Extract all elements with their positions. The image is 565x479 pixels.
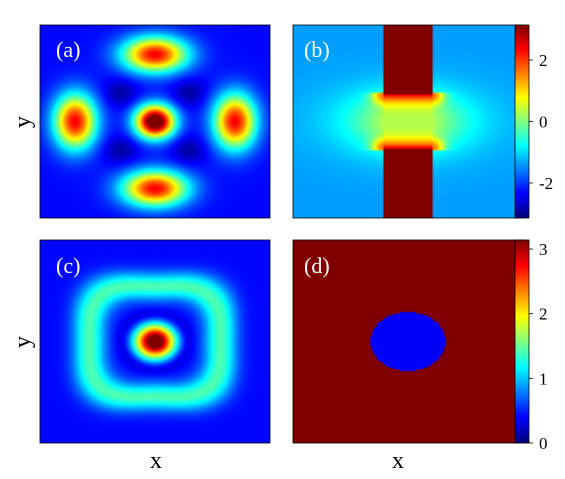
panel-b: (b)	[292, 24, 524, 219]
panel-c-frame	[39, 239, 271, 444]
panel-c-label: (c)	[56, 253, 80, 278]
panel-a-frame	[39, 24, 271, 219]
colorbar-tick-label: 2	[539, 305, 548, 324]
ylabel-c: y	[10, 336, 36, 348]
panel-a: (a)	[39, 24, 271, 219]
colorbar-b: 2 0 -2	[514, 24, 553, 219]
panel-c: (c)	[39, 239, 271, 444]
ylabel-a: y	[10, 116, 36, 128]
heatmap-c	[40, 240, 270, 443]
heatmap-d	[293, 240, 523, 443]
panel-d-label: (d)	[304, 253, 330, 278]
colorbar-d: 3 2 1 0	[514, 239, 548, 453]
colorbar-tick-label: 3	[539, 240, 548, 259]
colorbar-tick-label: -2	[539, 174, 553, 193]
heatmap-b	[293, 25, 523, 218]
colorbar-d-gradient	[515, 240, 529, 443]
colorbar-tick-label: 0	[539, 113, 548, 132]
colorbar-tick-label: 1	[539, 369, 548, 388]
colorbar-b-gradient	[515, 25, 529, 218]
xlabel-d: x	[392, 448, 404, 474]
colorbar-tick-label: 0	[539, 434, 548, 453]
xlabel-c: x	[150, 448, 162, 474]
panel-b-label: (b)	[304, 37, 330, 62]
heatmap-a	[40, 25, 270, 218]
panel-a-label: (a)	[56, 37, 80, 62]
panel-d: (d)	[292, 239, 524, 444]
colorbar-d-frame	[514, 239, 530, 444]
colorbar-tick-label: 2	[539, 51, 548, 70]
